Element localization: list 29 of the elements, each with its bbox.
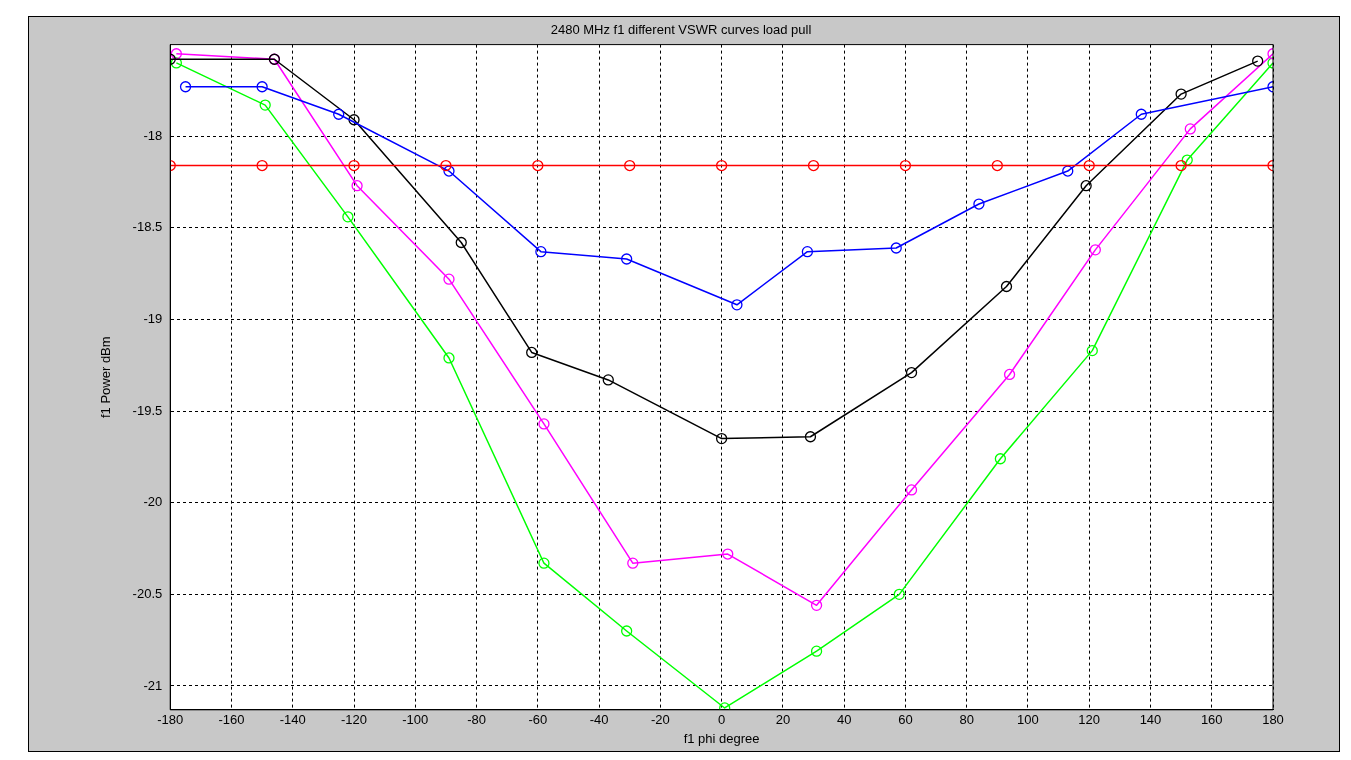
chart-title: 2480 MHz f1 different VSWR curves load pull [550,22,812,38]
x-tick-label: -20 [650,712,670,728]
x-tick-label: 40 [836,712,852,728]
y-axis-title: f1 Power dBm [98,336,114,419]
x-tick-label: 100 [1017,712,1039,728]
x-axis-title: f1 phi degree [683,730,760,746]
x-tick-label: 180 [1262,712,1284,728]
x-tick-label: -60 [528,712,548,728]
y-tick-label: -20.5 [132,585,163,601]
x-tick-label: -80 [467,712,486,728]
x-tick-label: 0 [718,712,726,728]
x-tick-label: 80 [959,712,974,728]
y-tick-label: -20 [143,494,163,510]
x-tick-label: -160 [218,712,245,728]
x-tick-label: -100 [402,712,429,728]
x-tick-label: -180 [157,712,184,728]
x-tick-label: 140 [1139,712,1162,728]
x-tick-label: 160 [1200,712,1223,728]
x-tick-label: 120 [1078,712,1101,728]
x-tick-label: -140 [279,712,306,728]
y-tick-label: -18 [143,127,163,143]
y-tick-label: -18.5 [132,219,163,235]
x-tick-label: 20 [775,712,791,728]
x-tick-label: 60 [898,712,913,728]
y-tick-label: -19 [143,311,163,327]
y-tick-label: -21 [143,677,163,693]
y-tick-label: -19.5 [132,402,163,418]
x-tick-label: -120 [341,712,368,728]
x-tick-label: -40 [589,712,609,728]
